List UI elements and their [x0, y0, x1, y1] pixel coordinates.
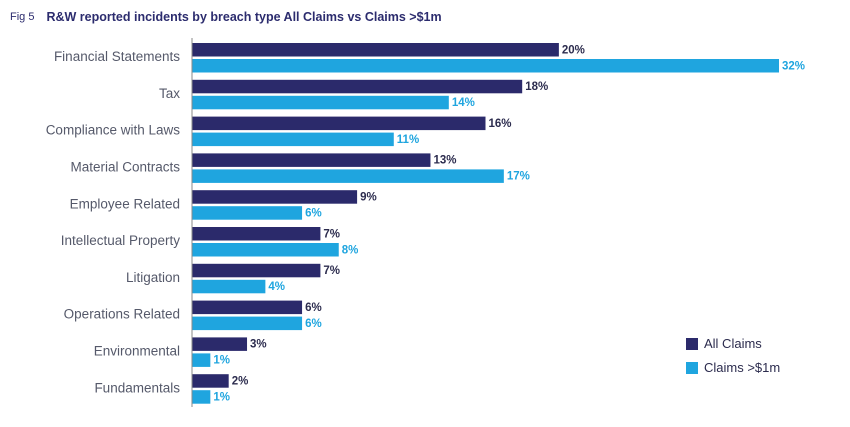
value-label-all-claims-compliance-with-laws: 16%	[489, 118, 512, 130]
value-label-claims-1m-financial-statements: 32%	[782, 60, 805, 72]
category-label-compliance-with-laws: Compliance with Laws	[46, 123, 181, 138]
category-label-material-contracts: Material Contracts	[70, 159, 180, 174]
value-label-claims-1m-litigation: 4%	[268, 281, 285, 293]
category-label-employee-related: Employee Related	[70, 196, 180, 211]
value-label-all-claims-litigation: 7%	[323, 265, 340, 277]
bar-claims-1m-employee-related	[192, 206, 303, 220]
bar-all-claims-employee-related	[192, 190, 358, 204]
category-label-financial-statements: Financial Statements	[54, 49, 180, 64]
bar-claims-1m-compliance-with-laws	[192, 132, 394, 147]
bar-all-claims-operations-related	[192, 300, 303, 315]
legend-label-claims-1m: Claims >$1m	[704, 360, 780, 375]
bar-all-claims-environmental	[192, 337, 248, 351]
bar-claims-1m-tax	[192, 95, 449, 110]
value-label-all-claims-financial-statements: 20%	[562, 44, 585, 56]
bar-claims-1m-environmental	[192, 353, 211, 367]
bar-all-claims-compliance-with-laws	[192, 116, 486, 131]
bar-claims-1m-intellectual-property	[192, 243, 339, 257]
figure-number: Fig 5	[10, 11, 35, 23]
bar-all-claims-fundamentals	[192, 374, 229, 388]
value-label-all-claims-operations-related: 6%	[305, 302, 322, 314]
figure-header: Fig 5 R&W reported incidents by breach t…	[10, 8, 442, 26]
bar-claims-1m-financial-statements	[192, 59, 779, 73]
value-label-claims-1m-employee-related: 6%	[305, 207, 322, 219]
category-label-intellectual-property: Intellectual Property	[61, 233, 181, 248]
legend: All Claims Claims >$1m	[686, 336, 780, 375]
legend-label-all-claims: All Claims	[704, 336, 762, 351]
value-label-all-claims-intellectual-property: 7%	[323, 228, 340, 240]
bars-layer: Financial Statements 20% 32% Tax 18% 14% Compl…	[46, 43, 805, 404]
legend-swatch-claims-1m	[686, 362, 698, 374]
value-label-claims-1m-compliance-with-laws: 11%	[397, 134, 419, 146]
chart-title: R&W reported incidents by breach type Al…	[46, 10, 442, 24]
bar-all-claims-litigation	[192, 263, 321, 278]
value-label-claims-1m-fundamentals: 1%	[213, 391, 230, 403]
category-label-tax: Tax	[159, 86, 180, 101]
value-label-all-claims-environmental: 3%	[250, 339, 267, 351]
bar-all-claims-financial-statements	[192, 43, 559, 57]
category-label-litigation: Litigation	[126, 270, 180, 285]
category-label-operations-related: Operations Related	[64, 307, 180, 322]
bar-all-claims-material-contracts	[192, 153, 431, 167]
bar-claims-1m-operations-related	[192, 316, 303, 331]
value-label-all-claims-tax: 18%	[525, 81, 548, 93]
bar-claims-1m-fundamentals	[192, 390, 211, 404]
value-label-claims-1m-tax: 14%	[452, 97, 475, 109]
bar-claims-1m-material-contracts	[192, 169, 504, 183]
bar-all-claims-intellectual-property	[192, 227, 321, 241]
value-label-claims-1m-material-contracts: 17%	[507, 171, 530, 183]
value-label-claims-1m-intellectual-property: 8%	[342, 244, 359, 256]
legend-swatch-all-claims	[686, 338, 698, 350]
category-label-fundamentals: Fundamentals	[94, 380, 180, 395]
value-label-claims-1m-operations-related: 6%	[305, 318, 322, 330]
category-label-environmental: Environmental	[94, 343, 180, 358]
bar-claims-1m-litigation	[192, 279, 266, 294]
bar-all-claims-tax	[192, 79, 523, 94]
value-label-all-claims-employee-related: 9%	[360, 191, 377, 203]
value-label-all-claims-fundamentals: 2%	[232, 375, 249, 387]
value-label-claims-1m-environmental: 1%	[213, 355, 230, 367]
value-label-all-claims-material-contracts: 13%	[433, 155, 456, 167]
